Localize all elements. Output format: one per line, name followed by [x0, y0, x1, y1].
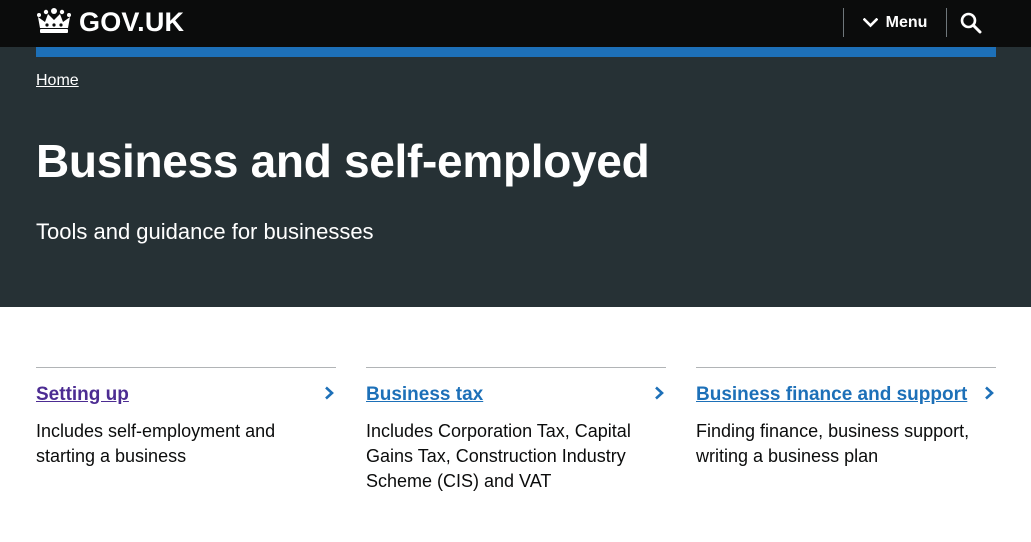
chevron-right-icon[interactable]: [982, 386, 996, 400]
site-header: GOV.UK Menu: [0, 0, 1031, 47]
card-business-tax: Business tax Includes Corporation Tax, C…: [366, 367, 666, 491]
logo-text: GOV.UK: [79, 7, 185, 37]
search-button[interactable]: [946, 8, 996, 37]
topic-cards: Setting up Includes self-employment and …: [36, 367, 996, 542]
card-description: Includes self-employment and starting a …: [36, 421, 276, 466]
chevron-down-icon: [862, 17, 878, 27]
breadcrumb-home-link[interactable]: Home: [36, 72, 79, 89]
card-title-link[interactable]: Business finance and support: [696, 384, 968, 405]
chevron-right-icon[interactable]: [652, 386, 666, 400]
card-business-finance: Business finance and support Finding fin…: [696, 367, 996, 466]
hero-banner: Home Business and self-employed Tools an…: [0, 47, 1031, 307]
govuk-logo-link[interactable]: GOV.UK: [36, 6, 184, 38]
page-description: Tools and guidance for businesses: [36, 219, 374, 244]
menu-label: Menu: [885, 13, 928, 31]
crown-icon: [37, 8, 71, 33]
card-description: Includes Corporation Tax, Capital Gains …: [366, 421, 631, 491]
card-setting-up: Setting up Includes self-employment and …: [36, 367, 336, 466]
page-title: Business and self-employed: [36, 135, 650, 187]
menu-button[interactable]: Menu: [843, 8, 947, 37]
card-description: Finding finance, business support, writi…: [696, 421, 970, 466]
search-icon: [960, 12, 982, 33]
chevron-right-icon[interactable]: [322, 386, 336, 400]
header-accent-strip: [36, 47, 996, 57]
card-title-link[interactable]: Setting up: [36, 384, 129, 405]
card-title-link[interactable]: Business tax: [366, 384, 484, 405]
